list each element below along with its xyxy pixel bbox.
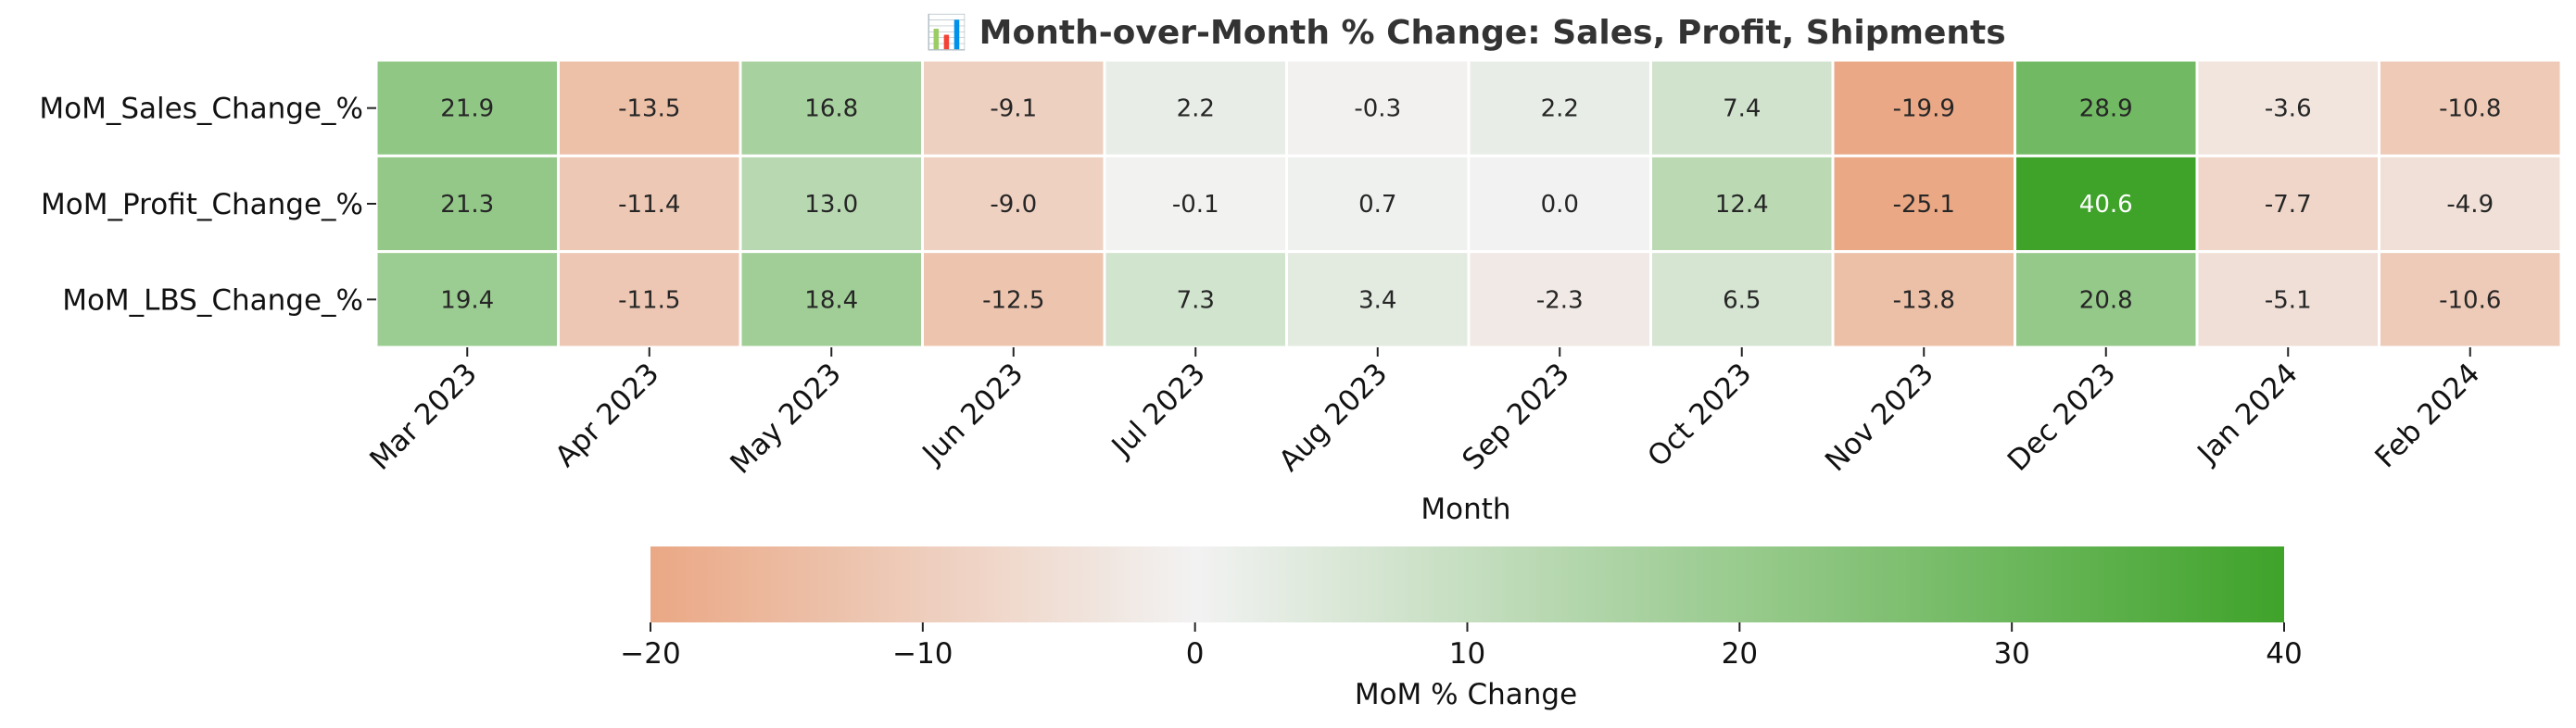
row-label: MoM_Sales_Change_% xyxy=(39,93,363,126)
cell-value-label: 28.9 xyxy=(2079,95,2133,123)
cell-value-label: -2.3 xyxy=(1536,286,1584,314)
cell-value-label: -13.5 xyxy=(618,95,680,123)
heatmap-cell xyxy=(2014,154,2199,254)
cell-value-label: -9.0 xyxy=(990,191,1037,219)
heatmap-cell xyxy=(2378,250,2563,349)
heatmap-cell xyxy=(1103,154,1288,254)
column-label: Apr 2023 xyxy=(549,357,665,473)
cell-value-label: 12.4 xyxy=(1715,191,1769,219)
column-label: Dec 2023 xyxy=(2001,357,2123,478)
column-label: May 2023 xyxy=(724,357,848,481)
colorbar-tick-label: −10 xyxy=(892,637,953,671)
cell-value-label: -25.1 xyxy=(1893,191,1955,219)
row-label: MoM_Profit_Change_% xyxy=(41,188,363,221)
colorbar-gradient xyxy=(650,546,2284,622)
cell-value-label: 3.4 xyxy=(1358,286,1396,314)
column-label: Mar 2023 xyxy=(363,357,484,477)
heatmap-cell xyxy=(2014,58,2199,157)
cell-value-label: -7.7 xyxy=(2265,191,2312,219)
cell-value-label: -4.9 xyxy=(2446,191,2494,219)
cell-value-label: -13.8 xyxy=(1893,286,1955,314)
heatmap-cell xyxy=(1285,154,1471,254)
cell-value-label: 13.0 xyxy=(804,191,858,219)
cell-value-label: 7.3 xyxy=(1177,286,1215,314)
cell-value-label: 16.8 xyxy=(804,95,858,123)
column-label: Nov 2023 xyxy=(1819,357,1940,478)
colorbar-tick-label: −20 xyxy=(620,637,680,671)
colorbar: −20 −10 0 10 20 30 40 xyxy=(620,546,2303,671)
column-label: Aug 2023 xyxy=(1272,357,1394,478)
cell-value-label: -0.1 xyxy=(1172,191,1219,219)
heatmap-cell xyxy=(557,58,742,157)
cell-value-label: -3.6 xyxy=(2265,95,2312,123)
cell-value-label: 20.8 xyxy=(2079,286,2133,314)
heatmap-cell xyxy=(739,250,924,349)
heatmap-cell xyxy=(2195,154,2380,254)
column-label: Oct 2023 xyxy=(1641,357,1758,473)
heatmap-cells: 21.9 -13.5 16.8 -9.1 2.2 -0.3 2.2 7.4 -19.9 28.9 -… xyxy=(374,58,2563,349)
cell-value-label: -11.5 xyxy=(618,286,680,314)
column-label: Jan 2024 xyxy=(2190,357,2304,471)
cell-value-label: -5.1 xyxy=(2265,286,2312,314)
colorbar-tick-label: 20 xyxy=(1722,637,1758,671)
heatmap-cell xyxy=(1467,154,1652,254)
heatmap-cell xyxy=(1649,154,1835,254)
cell-value-label: -0.3 xyxy=(1354,95,1401,123)
colorbar-label: MoM % Change xyxy=(1355,678,1577,711)
heatmap-cell xyxy=(1285,58,1471,157)
cell-value-label: 40.6 xyxy=(2079,191,2133,219)
cell-value-label: 2.2 xyxy=(1177,95,1215,123)
cell-value-label: 7.4 xyxy=(1723,95,1761,123)
heatmap-cell xyxy=(1103,250,1288,349)
heatmap-cell xyxy=(2378,154,2563,254)
chart-title: 📊 Month-over-Month % Change: Sales, Prof… xyxy=(926,13,2005,52)
cell-value-label: 0.0 xyxy=(1541,191,1579,219)
cell-value-label: -19.9 xyxy=(1893,95,1955,123)
colorbar-tick-label: 30 xyxy=(1993,637,2029,671)
cell-value-label: -10.8 xyxy=(2439,95,2501,123)
cell-value-label: -12.5 xyxy=(982,286,1044,314)
heatmap-cell xyxy=(1467,250,1652,349)
column-label: Sep 2023 xyxy=(1456,357,1576,477)
heatmap-cell xyxy=(921,154,1106,254)
heatmap-cell xyxy=(1649,58,1835,157)
cell-value-label: 21.9 xyxy=(440,95,494,123)
heatmap-cell xyxy=(557,154,742,254)
column-label: Jun 2023 xyxy=(915,357,1030,471)
cell-value-label: 19.4 xyxy=(440,286,494,314)
cell-value-label: -9.1 xyxy=(990,95,1037,123)
heatmap-cell xyxy=(1831,154,2016,254)
column-label: Feb 2024 xyxy=(2368,357,2486,474)
heatmap-cell xyxy=(921,250,1106,349)
colorbar-tick-label: 10 xyxy=(1449,637,1485,671)
column-label: Jul 2023 xyxy=(1105,357,1212,464)
cell-value-label: 18.4 xyxy=(804,286,858,314)
cell-value-label: 2.2 xyxy=(1541,95,1579,123)
row-label: MoM_LBS_Change_% xyxy=(62,283,363,317)
cell-value-label: 0.7 xyxy=(1358,191,1396,219)
cell-value-label: -10.6 xyxy=(2439,286,2501,314)
heatmap-cell xyxy=(374,58,560,157)
column-labels: Mar 2023 Apr 2023 May 2023 Jun 2023 Jul 2023… xyxy=(363,347,2486,481)
colorbar-tick-label: 0 xyxy=(1186,637,1205,671)
cell-value-label: 21.3 xyxy=(440,191,494,219)
colorbar-tick-label: 40 xyxy=(2266,637,2302,671)
row-labels: MoM_Sales_Change_% MoM_Profit_Change_% MoM… xyxy=(39,93,376,317)
cell-value-label: -11.4 xyxy=(618,191,680,219)
heatmap-cell xyxy=(2378,58,2563,157)
x-axis-label: Month xyxy=(1421,493,1510,526)
cell-value-label: 6.5 xyxy=(1723,286,1761,314)
